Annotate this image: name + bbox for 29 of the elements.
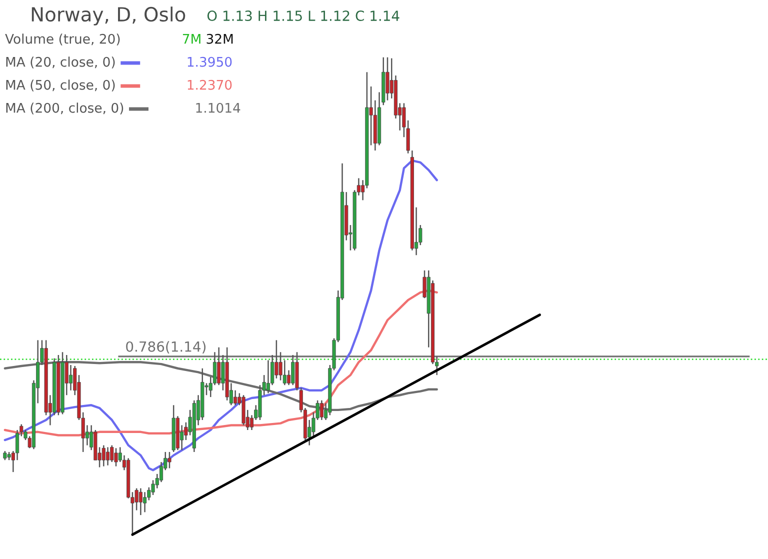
candlestick <box>217 346 221 386</box>
candlestick <box>143 491 147 513</box>
text: 7M <box>182 34 200 44</box>
candlestick <box>291 354 295 386</box>
text: 32M <box>206 34 233 44</box>
candlestick <box>3 450 7 461</box>
text: Volume (true, 20) <box>5 34 120 46</box>
candlestick <box>106 446 110 466</box>
candlestick <box>282 360 286 386</box>
legend-label: MA (200, close, 0) <box>6 102 124 114</box>
candlestick <box>68 364 73 391</box>
chart-title: Norway, D, Oslo <box>32 6 186 26</box>
candlestick <box>320 400 324 421</box>
candlestick <box>102 444 106 467</box>
annotation: 1.3950 <box>188 56 232 67</box>
text: O 1.13 H 1.15 L 1.12 C 1.14 <box>207 10 400 22</box>
candlestick <box>138 488 142 516</box>
annotation: 0.786(1.14) <box>126 341 206 354</box>
candlestick <box>234 390 238 406</box>
candlestick <box>278 351 282 381</box>
candlestick <box>114 448 118 467</box>
legend-label: MA (20, close, 0) <box>6 56 115 68</box>
annotation: 1.1014 <box>196 102 240 113</box>
candlestick <box>274 340 278 380</box>
legend-label: MA (50, close, 0) <box>6 80 115 92</box>
candlestick <box>168 451 172 469</box>
annotation: 1.2370 <box>188 80 232 90</box>
candlestick <box>386 56 390 101</box>
candlestick <box>110 444 114 463</box>
